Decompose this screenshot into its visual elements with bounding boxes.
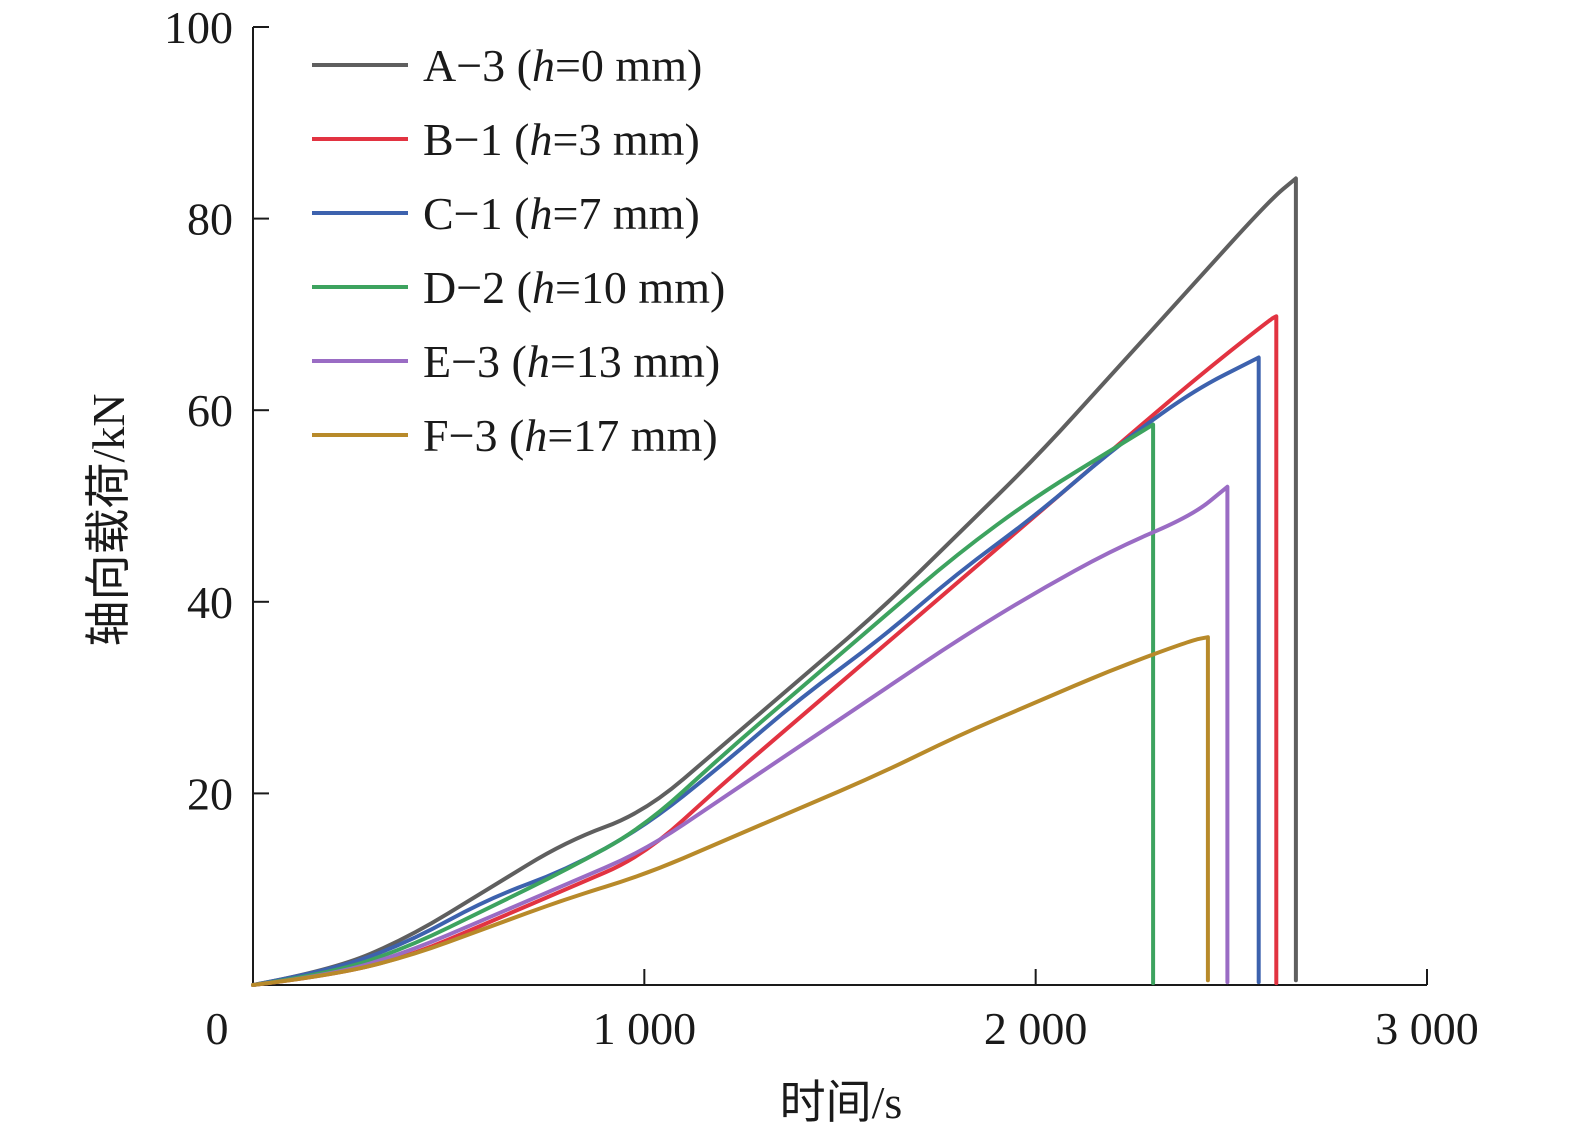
y-tick-label: 100: [164, 2, 233, 53]
axes: 0 1 000 2 000 3 000 20 40 60 80 100: [164, 2, 1479, 1054]
legend-label: E−3 (h=13 mm): [423, 336, 720, 387]
y-tick-label: 20: [187, 768, 233, 819]
x-tick-label: 2 000: [984, 1003, 1088, 1054]
legend-label: C−1 (h=7 mm): [423, 188, 700, 239]
legend-label: B−1 (h=3 mm): [423, 114, 700, 165]
series-line: [251, 635, 1210, 987]
legend-label: D−2 (h=10 mm): [423, 262, 725, 313]
series-line: [251, 314, 1279, 987]
legend-item: E−3 (h=13 mm): [312, 336, 720, 387]
legend: A−3 (h=0 mm) B−1 (h=3 mm) C−1 (h=7 mm) D−2 …: [312, 40, 725, 461]
legend-item: F−3 (h=17 mm): [312, 410, 718, 461]
x-axis-title: 时间/s: [780, 1077, 903, 1128]
y-tick-label: 80: [187, 194, 233, 245]
y-axis-title: 轴向载荷/kN: [83, 394, 134, 647]
x-tick-label: 0: [206, 1003, 229, 1054]
x-tick-label: 3 000: [1375, 1003, 1479, 1054]
legend-item: D−2 (h=10 mm): [312, 262, 725, 313]
series-line: [251, 484, 1230, 987]
series-line: [251, 176, 1298, 987]
legend-item: A−3 (h=0 mm): [312, 40, 702, 91]
legend-label: F−3 (h=17 mm): [423, 410, 718, 461]
y-tick-label: 40: [187, 577, 233, 628]
series-line: [251, 355, 1261, 987]
legend-label: A−3 (h=0 mm): [423, 40, 702, 91]
legend-item: C−1 (h=7 mm): [312, 188, 700, 239]
x-tick-label: 1 000: [593, 1003, 697, 1054]
plot-area: [251, 176, 1298, 987]
series-line: [251, 422, 1156, 987]
y-tick-label: 60: [187, 385, 233, 436]
legend-item: B−1 (h=3 mm): [312, 114, 700, 165]
